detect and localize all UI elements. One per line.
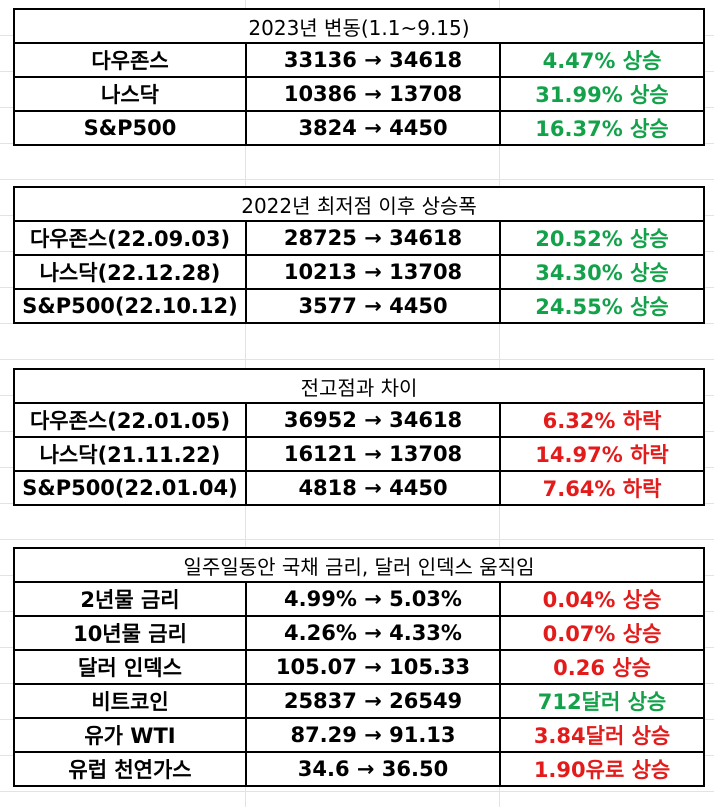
table-row: 다우존스 33136 → 34618 4.47% 상승 bbox=[13, 42, 705, 78]
row-change: 31.99% 상승 bbox=[499, 76, 705, 112]
row-range: 33136 → 34618 bbox=[245, 42, 501, 78]
row-change: 0.07% 상승 bbox=[498, 615, 706, 651]
section-title: 2023년 변동(1.1~9.15) bbox=[13, 8, 705, 44]
section-table: 일주일동안 국채 금리, 달러 인덱스 움직임 2년물 금리 4.99% → 5.0… bbox=[12, 547, 706, 787]
section-table: 2023년 변동(1.1~9.15) 다우존스 33136 → 34618 4.47%… bbox=[13, 8, 705, 146]
section-table: 2022년 최저점 이후 상승폭 다우존스(22.09.03) 28725 → 34… bbox=[12, 186, 706, 324]
row-range: 105.07 → 105.33 bbox=[245, 649, 501, 685]
row-name: 다우존스 bbox=[13, 42, 247, 78]
row-name: S&P500(22.10.12) bbox=[13, 288, 247, 324]
table-row: 달러 인덱스 105.07 → 105.33 0.26 상승 bbox=[13, 649, 706, 685]
row-range: 87.29 → 91.13 bbox=[245, 717, 501, 753]
row-name: 10년물 금리 bbox=[13, 615, 247, 651]
row-range: 4.99% → 5.03% bbox=[245, 581, 501, 617]
row-change: 0.26 상승 bbox=[498, 649, 706, 685]
row-range: 4818 → 4450 bbox=[245, 470, 501, 506]
table-row: 유럽 천연가스 34.6 → 36.50 1.90유로 상승 bbox=[13, 751, 706, 787]
table-row: 10년물 금리 4.26% → 4.33% 0.07% 상승 bbox=[13, 615, 706, 651]
row-range: 28725 → 34618 bbox=[245, 220, 501, 256]
row-change: 14.97% 하락 bbox=[498, 436, 706, 472]
row-change: 6.32% 하락 bbox=[498, 402, 706, 438]
table-row: 2년물 금리 4.99% → 5.03% 0.04% 상승 bbox=[13, 581, 706, 617]
row-name: 다우존스(22.09.03) bbox=[13, 220, 247, 256]
row-name: 2년물 금리 bbox=[13, 581, 247, 617]
table-row: 비트코인 25837 → 26549 712달러 상승 bbox=[13, 683, 706, 719]
table-row: 나스닥(21.11.22) 16121 → 13708 14.97% 하락 bbox=[13, 436, 706, 472]
section-title: 일주일동안 국채 금리, 달러 인덱스 움직임 bbox=[12, 547, 706, 583]
table-row: 나스닥 10386 → 13708 31.99% 상승 bbox=[13, 76, 705, 112]
row-change: 34.30% 상승 bbox=[498, 254, 706, 290]
row-change: 3.84달러 상승 bbox=[498, 717, 706, 753]
row-change: 7.64% 하락 bbox=[498, 470, 706, 506]
table-row: 나스닥(22.12.28) 10213 → 13708 34.30% 상승 bbox=[13, 254, 706, 290]
row-change: 24.55% 상승 bbox=[498, 288, 706, 324]
row-name: 비트코인 bbox=[13, 683, 247, 719]
row-name: 유럽 천연가스 bbox=[13, 751, 247, 787]
section-title: 2022년 최저점 이후 상승폭 bbox=[12, 186, 706, 222]
row-range: 3577 → 4450 bbox=[245, 288, 501, 324]
row-range: 25837 → 26549 bbox=[245, 683, 501, 719]
row-range: 10386 → 13708 bbox=[245, 76, 501, 112]
table-row: S&P500(22.01.04) 4818 → 4450 7.64% 하락 bbox=[13, 470, 706, 506]
row-change: 16.37% 상승 bbox=[499, 110, 705, 146]
row-name: 달러 인덱스 bbox=[13, 649, 247, 685]
row-range: 34.6 → 36.50 bbox=[245, 751, 501, 787]
section-title: 전고점과 차이 bbox=[12, 368, 706, 404]
row-change: 20.52% 상승 bbox=[498, 220, 706, 256]
table-row: 다우존스(22.09.03) 28725 → 34618 20.52% 상승 bbox=[13, 220, 706, 256]
row-range: 10213 → 13708 bbox=[245, 254, 501, 290]
row-range: 36952 → 34618 bbox=[245, 402, 501, 438]
row-name: 다우존스(22.01.05) bbox=[13, 402, 247, 438]
row-change: 0.04% 상승 bbox=[498, 581, 706, 617]
row-range: 4.26% → 4.33% bbox=[245, 615, 501, 651]
row-range: 3824 → 4450 bbox=[245, 110, 501, 146]
row-change: 1.90유로 상승 bbox=[498, 751, 706, 787]
row-change: 712달러 상승 bbox=[498, 683, 706, 719]
row-name: 나스닥 bbox=[13, 76, 247, 112]
table-row: S&P500(22.10.12) 3577 → 4450 24.55% 상승 bbox=[13, 288, 706, 324]
row-name: 유가 WTI bbox=[13, 717, 247, 753]
row-range: 16121 → 13708 bbox=[245, 436, 501, 472]
row-name: 나스닥(21.11.22) bbox=[13, 436, 247, 472]
row-name: 나스닥(22.12.28) bbox=[13, 254, 247, 290]
table-row: 유가 WTI 87.29 → 91.13 3.84달러 상승 bbox=[13, 717, 706, 753]
row-name: S&P500(22.01.04) bbox=[13, 470, 247, 506]
section-table: 전고점과 차이 다우존스(22.01.05) 36952 → 34618 6.32% … bbox=[12, 368, 706, 506]
row-change: 4.47% 상승 bbox=[499, 42, 705, 78]
table-row: S&P500 3824 → 4450 16.37% 상승 bbox=[13, 110, 705, 146]
table-row: 다우존스(22.01.05) 36952 → 34618 6.32% 하락 bbox=[13, 402, 706, 438]
row-name: S&P500 bbox=[13, 110, 247, 146]
